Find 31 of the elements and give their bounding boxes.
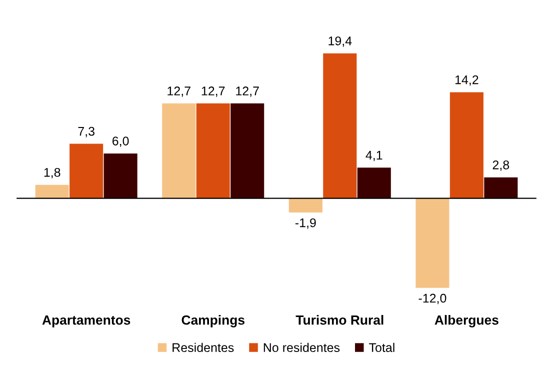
data-label: 2,8 <box>492 160 510 171</box>
x-tick-label: Turismo Rural <box>296 315 384 325</box>
legend-label: No residentes <box>264 342 340 352</box>
bar <box>70 144 104 198</box>
bar <box>323 53 357 198</box>
legend-label: Total <box>369 342 394 352</box>
x-tick-label: Apartamentos <box>42 316 130 328</box>
data-label: 12,7 <box>202 86 225 97</box>
bar <box>416 198 450 288</box>
bar <box>104 153 138 198</box>
bar <box>357 168 391 198</box>
data-label: 7,3 <box>78 126 94 138</box>
data-label: 14,2 <box>455 75 478 86</box>
x-tick-label: Campings <box>182 315 244 328</box>
bar <box>288 198 322 212</box>
data-label: -12,0 <box>418 294 446 304</box>
bar <box>450 92 484 198</box>
bar <box>230 103 264 198</box>
data-label: 4,1 <box>366 150 382 162</box>
data-label: 6,0 <box>112 136 129 147</box>
bar <box>162 103 196 198</box>
data-label: 12,7 <box>168 86 190 97</box>
data-label: 1,8 <box>44 168 60 178</box>
legend-label: Residentes <box>172 342 234 352</box>
data-label: 12,7 <box>236 86 259 97</box>
data-label: 19,4 <box>328 36 352 47</box>
bar <box>35 184 69 198</box>
data-label: -1,9 <box>295 218 316 229</box>
x-tick-label: Albergues <box>434 315 498 328</box>
bar <box>484 177 518 198</box>
bar <box>196 103 230 198</box>
